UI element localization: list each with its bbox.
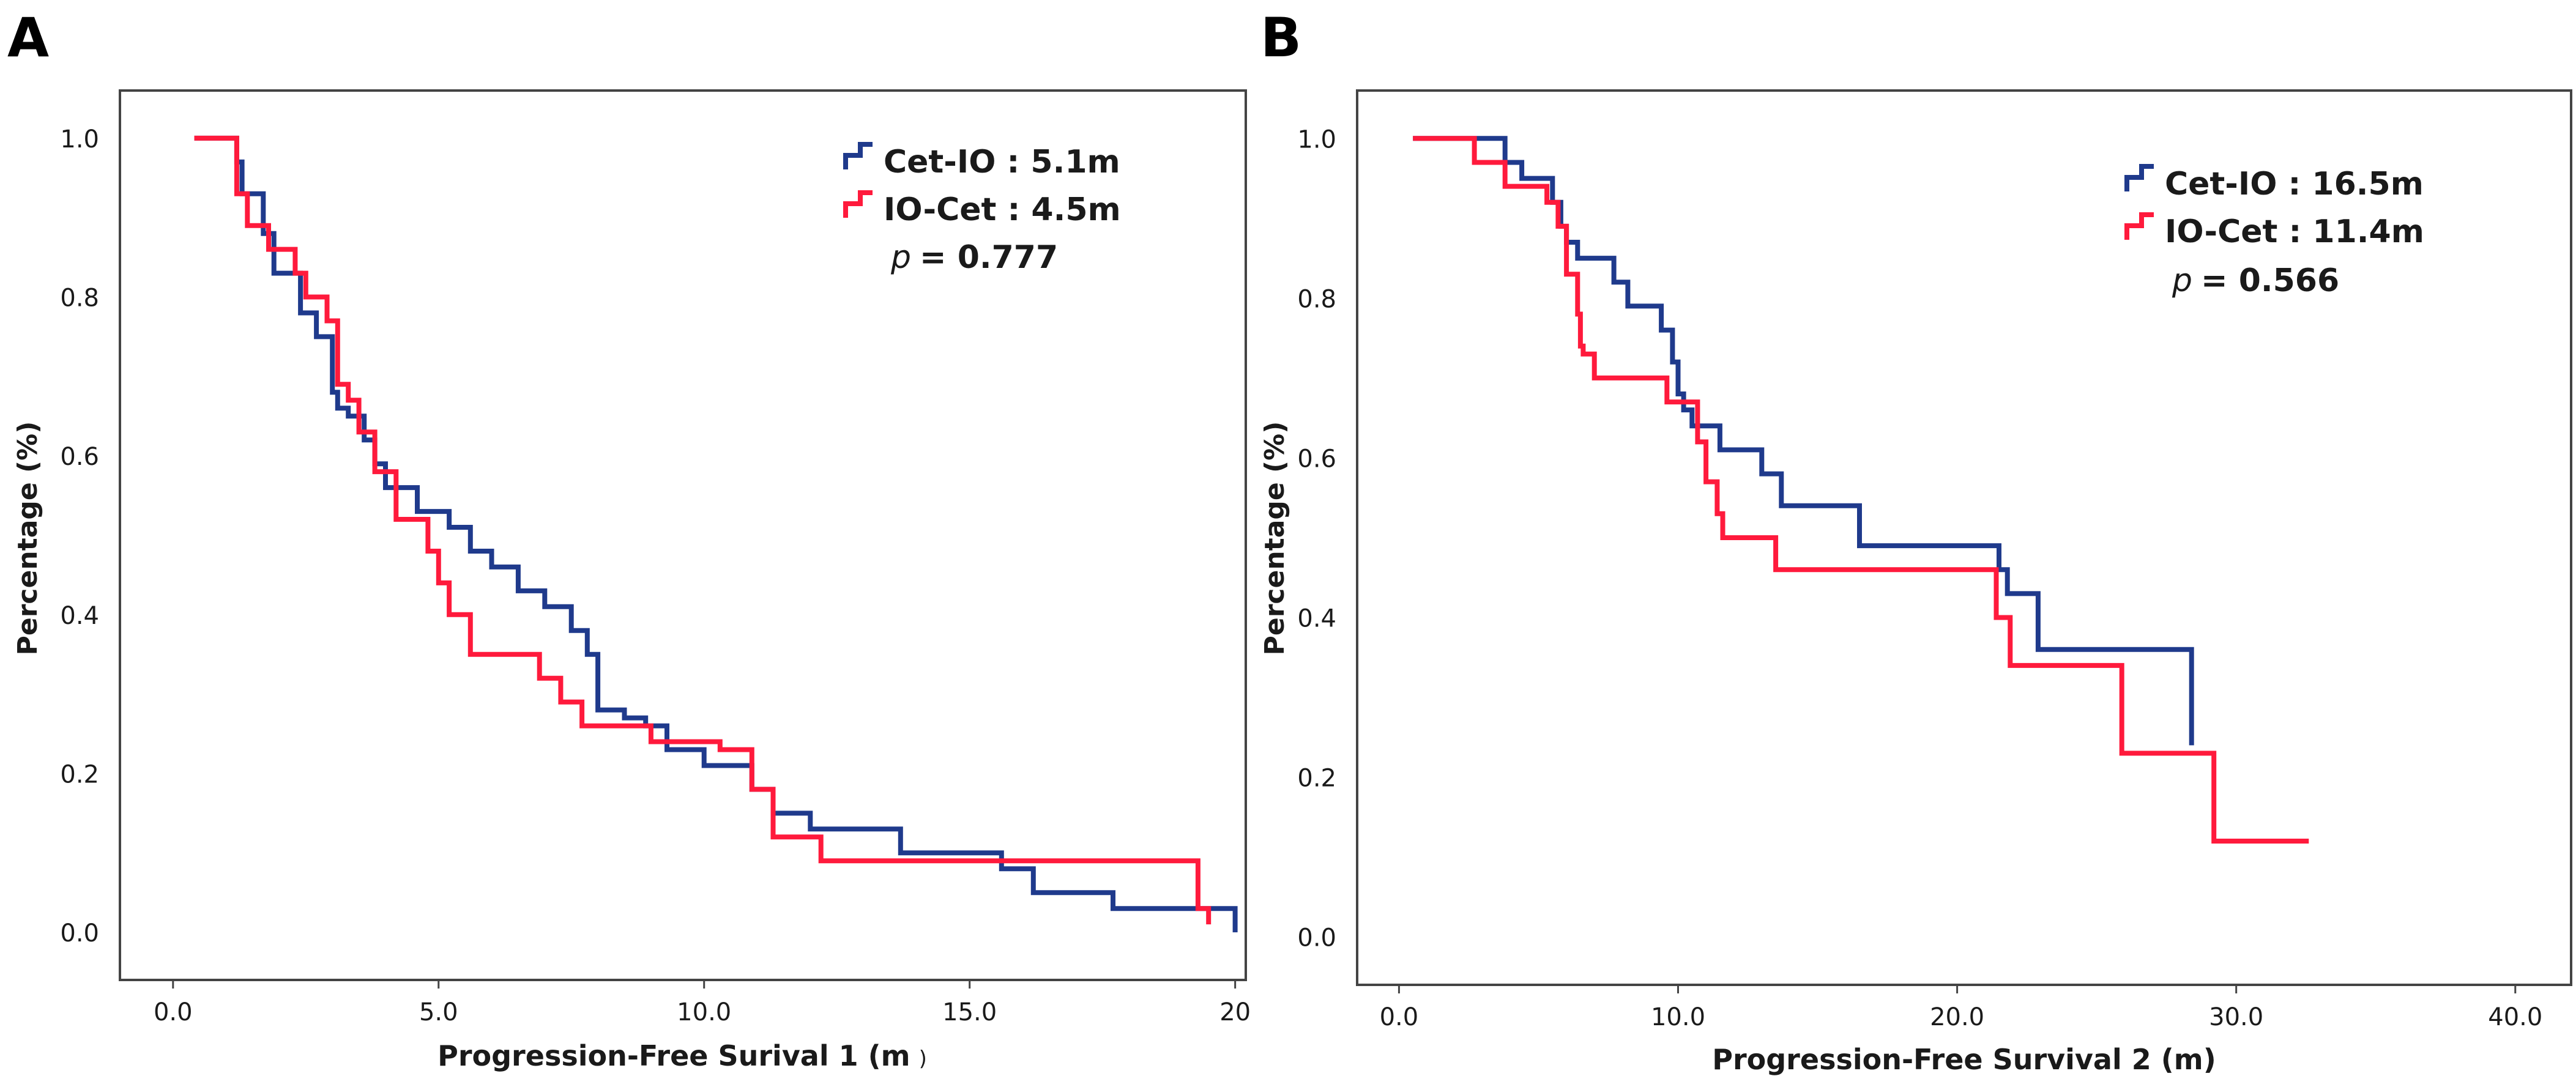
panel-b-y-ticks: 0.0 0.2 0.4 0.6 0.8 1.0 — [1297, 125, 1336, 952]
panel-a-x-axis-label: Progression-Free Surival 1 (m) — [437, 1039, 927, 1072]
panel-a-plot-frame — [119, 89, 1247, 981]
panel-b-y-tick-label: 1.0 — [1297, 125, 1336, 154]
panel-b-letter: B — [1260, 6, 1301, 69]
panel-b-curve-io-cet — [1413, 136, 2309, 844]
panel-a-curve-io-cet — [194, 135, 1212, 925]
panel-a-letter: A — [7, 6, 49, 69]
panel-b-x-axis-label: Progression-Free Survival 2 (m) — [1712, 1043, 2216, 1076]
panel-b-series — [1413, 136, 2309, 844]
panel-b-x-tick-label: 40.0 — [2488, 1003, 2542, 1031]
panel-a-legend-p-value: = 0.777 — [920, 239, 1058, 276]
panel-a-legend-swatch-io-cet — [843, 190, 873, 218]
panel-b-y-tick-label: 0.6 — [1297, 445, 1336, 473]
panel-b-legend-p-letter: p — [2172, 262, 2192, 299]
panel-a-x-tick-label: 5.0 — [419, 998, 458, 1026]
panel-a-y-tick-label: 0.2 — [60, 760, 99, 788]
panel-a: A 0.0 0.2 0.4 0.6 0.8 1.0 0.0 5.0 10.0 15.0 20 Pe… — [7, 6, 1251, 1072]
panel-b-curve-cet-io — [1413, 136, 2194, 746]
panel-a-y-axis-label: Percentage (%) — [12, 421, 43, 656]
panel-b-x-tick-label: 30.0 — [2209, 1003, 2263, 1031]
panel-a-x-tick-label: 15.0 — [942, 998, 997, 1026]
panel-b-legend-label-cet-io: Cet-IO : 16.5m — [2165, 166, 2424, 202]
panel-b-y-tick-label: 0.2 — [1297, 765, 1336, 793]
panel-a-x-axis-label-main: Progression-Free Surival 1 (m — [437, 1039, 910, 1072]
panel-b-legend-swatch-cet-io — [2124, 164, 2154, 191]
panel-b-y-axis-label: Percentage (%) — [1259, 421, 1290, 656]
panel-b-x-tick-label: 10.0 — [1651, 1003, 1705, 1031]
panel-a-x-axis-label-close: ) — [919, 1047, 927, 1071]
panel-a-x-tick-label: 20 — [1219, 998, 1251, 1026]
panel-a-y-tick-label: 0.0 — [60, 919, 99, 948]
panel-a-legend-swatch-cet-io — [843, 142, 873, 169]
panel-b-y-tick-label: 0.8 — [1297, 285, 1336, 313]
panel-b-x-tick-label: 20.0 — [1930, 1003, 1984, 1031]
panel-b-x-tick-label: 0.0 — [1380, 1003, 1419, 1031]
panel-b-legend: Cet-IO : 16.5m IO-Cet : 11.4m p = 0.566 — [2124, 164, 2424, 299]
panel-a-y-ticks: 0.0 0.2 0.4 0.6 0.8 1.0 — [60, 125, 99, 948]
panel-a-legend-p: p = 0.777 — [890, 239, 1058, 276]
panel-a-legend-label-cet-io: Cet-IO : 5.1m — [884, 144, 1120, 180]
panel-b-x-ticks: 0.0 10.0 20.0 30.0 40.0 — [1380, 985, 2542, 1031]
panel-b-legend-label-io-cet: IO-Cet : 11.4m — [2165, 213, 2424, 250]
panel-b-x-axis-label-main: Progression-Free Survival 2 (m) — [1712, 1043, 2216, 1076]
panel-b-legend-p-value: = 0.566 — [2201, 262, 2339, 299]
panel-a-y-tick-label: 1.0 — [60, 125, 99, 154]
panel-b-legend-p: p = 0.566 — [2172, 262, 2339, 299]
panel-b: B 0.0 0.2 0.4 0.6 0.8 1.0 0.0 10.0 20.0 30.0 40.0… — [1259, 6, 2572, 1076]
panel-a-x-ticks: 0.0 5.0 10.0 15.0 20 — [154, 980, 1251, 1026]
panel-b-legend-swatch-io-cet — [2124, 212, 2154, 240]
panel-a-x-tick-label: 10.0 — [677, 998, 731, 1026]
panel-a-legend-p-letter: p — [890, 239, 911, 276]
panel-a-y-tick-label: 0.8 — [60, 284, 99, 313]
panel-a-y-tick-label: 0.4 — [60, 602, 99, 630]
panel-b-y-tick-label: 0.4 — [1297, 605, 1336, 633]
panel-b-plot-frame — [1356, 89, 2572, 986]
panel-a-x-tick-label: 0.0 — [154, 998, 193, 1026]
panel-a-legend-label-io-cet: IO-Cet : 4.5m — [884, 191, 1121, 228]
panel-a-legend: Cet-IO : 5.1m IO-Cet : 4.5m p = 0.777 — [843, 142, 1121, 276]
panel-a-curve-cet-io — [194, 135, 1238, 933]
panel-a-series — [194, 135, 1238, 933]
panel-b-y-tick-label: 0.0 — [1297, 924, 1336, 952]
panel-a-y-tick-label: 0.6 — [60, 443, 99, 471]
